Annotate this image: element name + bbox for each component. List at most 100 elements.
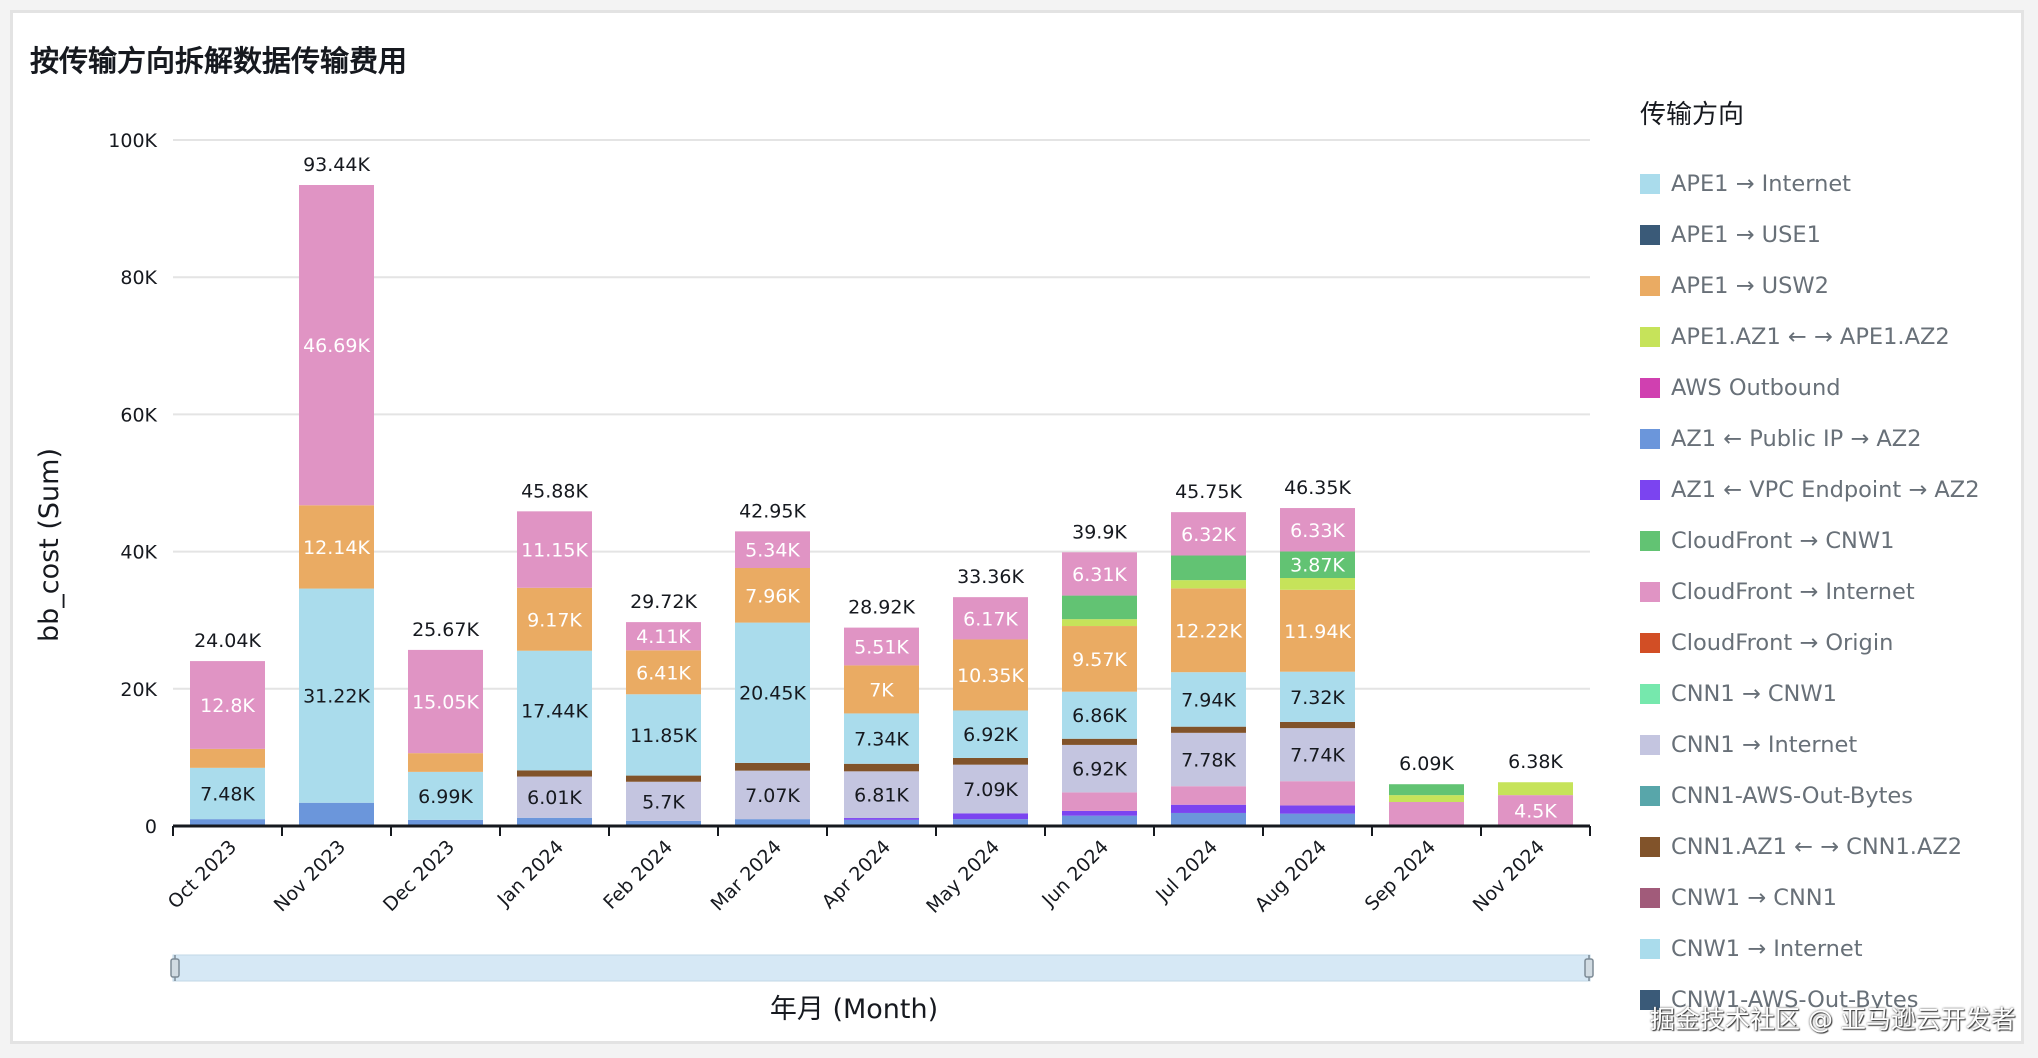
bar-segment[interactable] <box>1280 781 1355 806</box>
bar-segment[interactable] <box>626 775 701 782</box>
bar-segment[interactable] <box>1280 578 1355 590</box>
bar-segment[interactable] <box>1171 812 1246 826</box>
bar-segment[interactable] <box>953 764 1028 814</box>
bar-segment[interactable] <box>1389 801 1464 825</box>
bar-segment[interactable] <box>1280 589 1355 672</box>
bar-segment[interactable] <box>1062 744 1137 793</box>
bar-segment[interactable] <box>1171 588 1246 673</box>
bar-segment[interactable] <box>190 767 265 820</box>
bar-segment[interactable] <box>1280 671 1355 722</box>
legend-item[interactable]: AZ1 ← VPC Endpoint → AZ2 <box>1640 464 2020 515</box>
bar-segment[interactable] <box>517 776 592 818</box>
bar-segment[interactable] <box>517 511 592 588</box>
bar-segment[interactable] <box>190 661 265 749</box>
bar-segment[interactable] <box>1171 512 1246 556</box>
bar-segment[interactable] <box>1171 786 1246 805</box>
bar-segment[interactable] <box>844 627 919 666</box>
bar-segment[interactable] <box>953 819 1028 826</box>
bar-segment[interactable] <box>953 597 1028 640</box>
bar-segment[interactable] <box>735 622 810 763</box>
range-handle-left[interactable] <box>170 958 180 978</box>
legend-item[interactable]: CNW1-AWS-Out-Bytes <box>1640 974 2020 1012</box>
bar-segment[interactable] <box>735 531 810 568</box>
bar-segment[interactable] <box>1062 691 1137 739</box>
bar-segment[interactable] <box>408 771 483 820</box>
bar-segment[interactable] <box>1280 728 1355 782</box>
bar-segment[interactable] <box>1171 726 1246 733</box>
bar-segment[interactable] <box>1062 552 1137 596</box>
bar-segment[interactable] <box>1062 815 1137 826</box>
legend-item[interactable]: CNN1.AZ1 ← → CNN1.AZ2 <box>1640 821 2020 872</box>
bar-segment[interactable] <box>626 694 701 776</box>
legend-item[interactable]: AWS Outbound <box>1640 362 2020 413</box>
bar-segment[interactable] <box>1062 595 1137 620</box>
legend-item[interactable]: CNN1 → CNW1 <box>1640 668 2020 719</box>
bar-segment[interactable] <box>1171 804 1246 813</box>
bar-segment[interactable] <box>953 710 1028 758</box>
bar-segment[interactable] <box>953 757 1028 765</box>
bar-segment[interactable] <box>735 770 810 820</box>
bar-segment[interactable] <box>1171 732 1246 787</box>
legend-item[interactable]: CloudFront → Internet <box>1640 566 2020 617</box>
bar-segment[interactable] <box>1171 580 1246 589</box>
bar-segment[interactable] <box>408 649 483 754</box>
legend-item[interactable]: CNW1 → Internet <box>1640 923 2020 974</box>
bar-segment[interactable] <box>1280 813 1355 826</box>
bar-segment[interactable] <box>844 818 919 820</box>
bar-segment[interactable] <box>953 813 1028 820</box>
bar-segment[interactable] <box>735 819 810 826</box>
legend-item[interactable]: CNN1 → Internet <box>1640 719 2020 770</box>
legend-item[interactable]: AZ1 ← Public IP → AZ2 <box>1640 413 2020 464</box>
bar-segment[interactable] <box>735 567 810 623</box>
bar-segment[interactable] <box>1062 626 1137 692</box>
bar-segment[interactable] <box>1280 721 1355 729</box>
bar-segment[interactable] <box>844 763 919 772</box>
bar-segment[interactable] <box>1171 672 1246 727</box>
bar-segment[interactable] <box>517 650 592 771</box>
bar-segment[interactable] <box>953 639 1028 711</box>
bar-segment[interactable] <box>299 185 374 506</box>
legend-item[interactable]: APE1.AZ1 ← → APE1.AZ2 <box>1640 311 2020 362</box>
bar-segment[interactable] <box>626 650 701 695</box>
bar-segment[interactable] <box>1171 555 1246 581</box>
legend-item[interactable]: APE1 → USW2 <box>1640 260 2020 311</box>
bar-segment[interactable] <box>626 781 701 821</box>
bar-segment[interactable] <box>844 771 919 819</box>
bar-segment[interactable] <box>1062 619 1137 627</box>
bar-segment[interactable] <box>1280 508 1355 552</box>
legend-item[interactable]: CloudFront → CNW1 <box>1640 515 2020 566</box>
legend-item[interactable]: CNW1 → CNN1 <box>1640 872 2020 923</box>
bar-segment[interactable] <box>408 753 483 772</box>
bar-segment[interactable] <box>844 819 919 826</box>
bar-segment[interactable] <box>1062 738 1137 745</box>
bar-segment[interactable] <box>1389 795 1464 802</box>
bar-segment[interactable] <box>190 748 265 768</box>
bar-segment[interactable] <box>517 817 592 826</box>
bar-segment[interactable] <box>299 505 374 589</box>
bar-segment[interactable] <box>626 622 701 651</box>
bar-segment[interactable] <box>517 770 592 777</box>
bar-segment[interactable] <box>844 665 919 714</box>
bar-segment[interactable] <box>1498 795 1573 826</box>
bar-segment[interactable] <box>190 819 265 826</box>
bar-segment[interactable] <box>1280 805 1355 814</box>
bar-segment[interactable] <box>1498 782 1573 796</box>
bar-segment[interactable] <box>299 802 374 826</box>
bar-segment[interactable] <box>1062 792 1137 811</box>
bar-segment[interactable] <box>1280 551 1355 579</box>
legend-swatch <box>1640 581 1660 602</box>
legend-item[interactable]: CloudFront → Origin <box>1640 617 2020 668</box>
legend-item[interactable]: APE1 → Internet <box>1640 158 2020 209</box>
bar-segment[interactable] <box>517 587 592 651</box>
legend-item[interactable]: CNN1-AWS-Out-Bytes <box>1640 770 2020 821</box>
bar-segment[interactable] <box>299 588 374 803</box>
bar-segment[interactable] <box>844 713 919 764</box>
legend-item[interactable]: APE1 → USE1 <box>1640 209 2020 260</box>
bar-segment[interactable] <box>1389 784 1464 796</box>
range-handle-right[interactable] <box>1584 958 1594 978</box>
bar-segment[interactable] <box>626 820 701 826</box>
bar-segment[interactable] <box>408 819 483 826</box>
bar-segment[interactable] <box>735 762 810 771</box>
bar-segment[interactable] <box>1062 810 1137 816</box>
range-scrollbar-track[interactable] <box>172 954 1591 982</box>
